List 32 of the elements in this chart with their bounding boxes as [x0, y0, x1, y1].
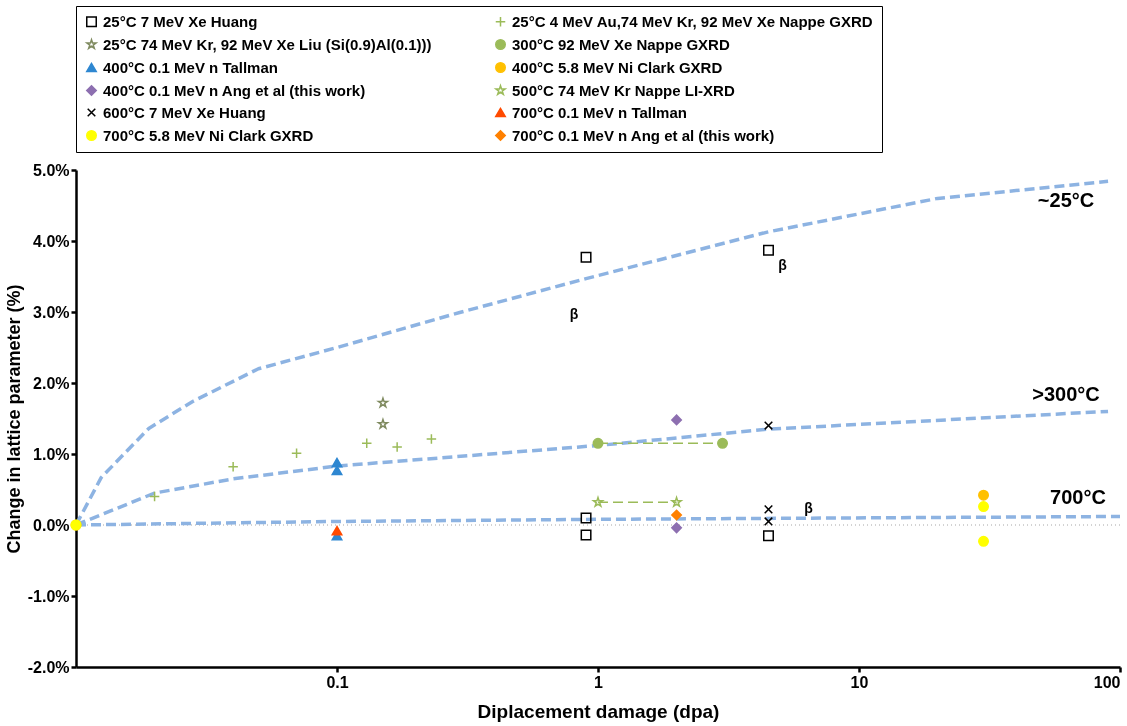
legend-label: 700°C 5.8 MeV Ni Clark GXRD: [103, 126, 314, 144]
legend-label: 700°C 0.1 MeV n Ang et al (this work): [512, 126, 775, 144]
annotation: ~25°C: [1037, 189, 1095, 212]
x-tick-label: 100: [1093, 673, 1121, 691]
x-tick-label: 1: [594, 673, 604, 691]
legend-label: 300°C 92 MeV Xe Nappe GXRD: [512, 35, 730, 53]
legend-label: 700°C 0.1 MeV n Tallman: [512, 103, 687, 121]
y-tick-label: -2.0%: [27, 658, 70, 676]
legend-label: 400°C 0.1 MeV n Tallman: [103, 58, 278, 76]
y-tick-label: -1.0%: [27, 587, 70, 605]
annotation: β: [778, 257, 788, 274]
legend-label: 400°C 0.1 MeV n Ang et al (this work): [103, 81, 366, 99]
y-tick-label: 5.0%: [33, 161, 70, 179]
y-tick-label: 1.0%: [33, 445, 70, 463]
annotation: 700°C: [1050, 486, 1106, 509]
y-tick-label: 4.0%: [33, 232, 70, 250]
x-tick-label: 10: [850, 673, 869, 691]
legend-label: 25°C 4 MeV Au,74 MeV Kr, 92 MeV Xe Nappe GXRD: [512, 12, 873, 30]
annotation: >300°C: [1032, 383, 1100, 406]
legend-label: 25°C 74 MeV Kr, 92 MeV Xe Liu (Si(0.9)Al(0.1))): [103, 35, 432, 53]
annotation: β: [804, 500, 814, 517]
legend-label: 500°C 74 MeV Kr Nappe LI-XRD: [512, 81, 735, 99]
y-axis-title: Change in lattice parameter (%): [3, 284, 24, 554]
y-tick-label: 2.0%: [33, 374, 70, 392]
legend-label: 600°C 7 MeV Xe Huang: [103, 103, 266, 121]
legend-label: 400°C 5.8 MeV Ni Clark GXRD: [512, 58, 723, 76]
y-tick-label: 3.0%: [33, 303, 70, 321]
x-tick-label: 0.1: [326, 673, 349, 691]
x-axis-title: Diplacement damage (dpa): [477, 700, 720, 722]
annotation: β: [569, 305, 579, 322]
y-tick-label: 0.0%: [33, 516, 70, 534]
legend-label: 25°C 7 MeV Xe Huang: [103, 12, 258, 30]
